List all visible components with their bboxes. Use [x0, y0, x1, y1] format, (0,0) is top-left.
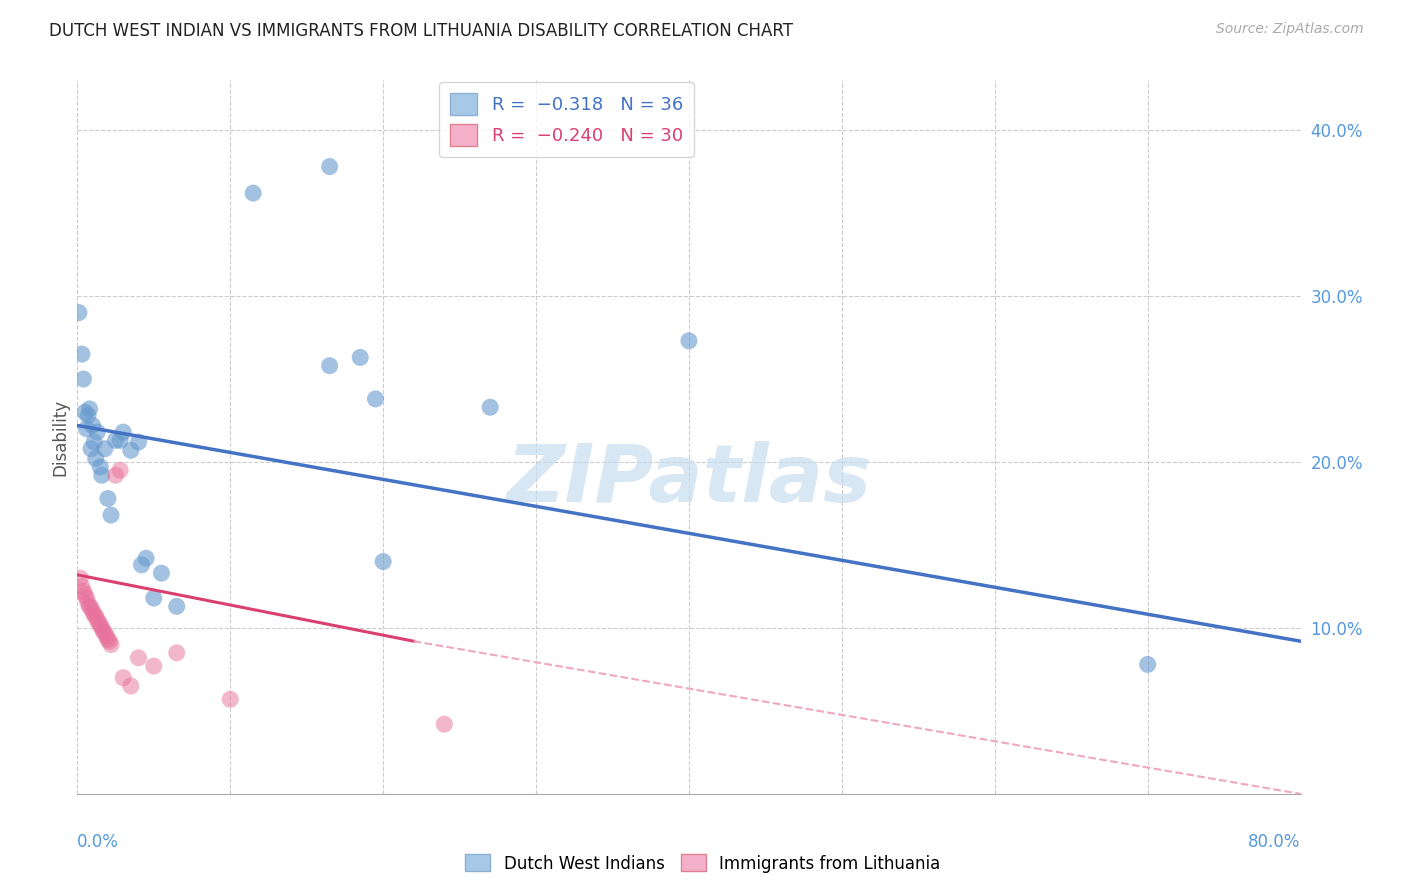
Point	[433, 717, 456, 731]
Text: 80.0%: 80.0%	[1249, 833, 1301, 851]
Text: ZIPatlas: ZIPatlas	[506, 441, 872, 519]
Point	[86, 613, 108, 627]
Point	[100, 638, 122, 652]
Point	[77, 596, 100, 610]
Point	[83, 435, 105, 450]
Point	[90, 621, 112, 635]
Point	[142, 659, 165, 673]
Point	[90, 468, 112, 483]
Point	[83, 607, 105, 622]
Point	[108, 463, 131, 477]
Point	[98, 634, 121, 648]
Point	[84, 609, 107, 624]
Text: Source: ZipAtlas.com: Source: ZipAtlas.com	[1216, 22, 1364, 37]
Point	[96, 629, 118, 643]
Point	[318, 359, 340, 373]
Point	[82, 604, 104, 618]
Point	[87, 615, 110, 630]
Point	[104, 434, 127, 448]
Point	[67, 305, 90, 319]
Legend: Dutch West Indians, Immigrants from Lithuania: Dutch West Indians, Immigrants from Lith…	[458, 847, 948, 880]
Point	[77, 409, 100, 423]
Point	[112, 671, 135, 685]
Point	[80, 442, 103, 456]
Point	[120, 679, 142, 693]
Point	[94, 626, 117, 640]
Point	[166, 599, 188, 614]
Point	[94, 442, 117, 456]
Point	[97, 632, 120, 647]
Point	[678, 334, 700, 348]
Point	[76, 422, 98, 436]
Point	[84, 451, 107, 466]
Point	[91, 624, 114, 639]
Point	[371, 555, 394, 569]
Point	[70, 579, 93, 593]
Point	[318, 160, 340, 174]
Point	[72, 584, 94, 599]
Point	[80, 601, 103, 615]
Point	[86, 425, 108, 439]
Point	[166, 646, 188, 660]
Point	[1136, 657, 1159, 672]
Point	[89, 459, 111, 474]
Text: DUTCH WEST INDIAN VS IMMIGRANTS FROM LITHUANIA DISABILITY CORRELATION CHART: DUTCH WEST INDIAN VS IMMIGRANTS FROM LIT…	[49, 22, 793, 40]
Point	[73, 405, 96, 419]
Point	[112, 425, 135, 439]
Point	[79, 599, 101, 614]
Text: 0.0%: 0.0%	[77, 833, 120, 851]
Point	[79, 401, 101, 416]
Point	[131, 558, 153, 572]
Point	[108, 434, 131, 448]
Point	[242, 186, 264, 201]
Point	[89, 617, 111, 632]
Point	[128, 650, 150, 665]
Y-axis label: Disability: Disability	[51, 399, 69, 475]
Point	[70, 347, 93, 361]
Point	[120, 443, 142, 458]
Point	[76, 591, 98, 605]
Point	[150, 566, 173, 581]
Point	[104, 468, 127, 483]
Legend: R =  −0.318   N = 36, R =  −0.240   N = 30: R = −0.318 N = 36, R = −0.240 N = 30	[440, 82, 693, 157]
Point	[82, 418, 104, 433]
Point	[69, 571, 91, 585]
Point	[73, 588, 96, 602]
Point	[100, 508, 122, 522]
Point	[219, 692, 242, 706]
Point	[142, 591, 165, 605]
Point	[479, 401, 502, 415]
Point	[349, 351, 371, 365]
Point	[128, 435, 150, 450]
Point	[135, 551, 157, 566]
Point	[97, 491, 120, 506]
Point	[72, 372, 94, 386]
Point	[364, 392, 387, 406]
